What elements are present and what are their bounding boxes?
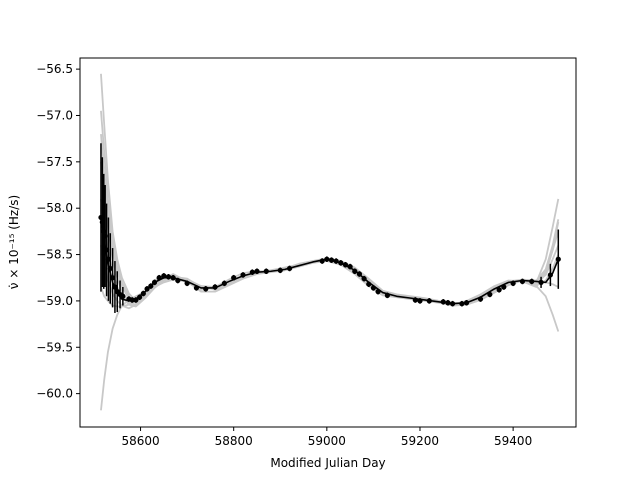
data-point	[555, 256, 561, 262]
data-point	[249, 269, 255, 275]
data-point	[98, 214, 104, 221]
data-point	[496, 287, 502, 293]
data-point	[156, 275, 162, 281]
data-point	[328, 257, 335, 263]
data-point	[203, 286, 209, 292]
data-point	[324, 256, 330, 262]
plot-frame	[79, 57, 577, 428]
data-point	[99, 219, 105, 225]
data-point	[477, 296, 484, 302]
y-axis-ticks: −56.5 −57.0 −57.5 −58.0 −58.5 −59.0 −59.5 −60.0	[36, 62, 80, 401]
data-point	[370, 285, 377, 291]
data-point	[129, 297, 135, 303]
data-point	[529, 278, 535, 285]
data-point	[277, 267, 283, 273]
data-point	[510, 280, 516, 286]
y-tick-label: −58.0	[36, 201, 73, 215]
data-point	[412, 297, 418, 303]
data-point	[459, 301, 465, 307]
data-point	[137, 294, 143, 300]
data-point	[463, 300, 470, 306]
data-point	[361, 276, 367, 282]
data-point	[240, 272, 246, 278]
data-point	[352, 268, 358, 274]
data-point	[165, 274, 172, 280]
data-point	[449, 301, 456, 307]
x-tick-label: 59200	[401, 434, 439, 448]
y-tick-label: −59.5	[36, 340, 73, 354]
y-tick-label: −58.5	[36, 248, 73, 262]
data-point	[133, 297, 139, 303]
data-point	[231, 275, 237, 281]
data-point	[103, 247, 110, 253]
data-point	[356, 271, 363, 277]
data-point	[101, 228, 107, 234]
data-point	[445, 300, 451, 306]
x-tick-label: 59000	[308, 434, 346, 448]
data-point	[212, 284, 218, 290]
y-tick-label: −59.0	[36, 294, 73, 308]
y-tick-label: −57.5	[36, 155, 73, 169]
data-point	[417, 298, 423, 304]
y-tick-label: −60.0	[36, 387, 73, 401]
y-tick-label: −56.5	[36, 62, 73, 76]
data-point	[366, 281, 372, 287]
data-point	[263, 268, 269, 274]
data-point	[338, 260, 344, 266]
data-point	[170, 275, 176, 281]
data-point	[538, 279, 544, 285]
data-point	[107, 265, 113, 272]
data-point	[375, 289, 381, 295]
data-point	[501, 284, 507, 290]
x-tick-label: 59400	[494, 434, 532, 448]
y-axis-label: ν̇ × 10⁻¹⁵ (Hz/s)	[7, 195, 21, 289]
data-point	[487, 291, 493, 298]
data-point	[426, 298, 432, 304]
data-point	[333, 258, 339, 264]
data-point	[148, 283, 154, 289]
measurement-points-layer	[98, 214, 561, 307]
data-point	[184, 280, 190, 286]
y-tick-label: −57.0	[36, 108, 73, 122]
data-point	[384, 292, 390, 298]
data-point	[440, 299, 446, 305]
data-point	[221, 280, 227, 286]
data-point	[342, 262, 349, 268]
data-point	[140, 290, 146, 297]
data-point	[547, 272, 553, 278]
data-point	[319, 258, 325, 264]
data-point	[175, 277, 181, 284]
data-point	[102, 233, 108, 239]
data-point	[105, 256, 112, 262]
data-point	[151, 279, 158, 285]
x-axis-label: Modified Julian Day	[270, 456, 385, 470]
data-point	[110, 275, 116, 281]
data-point	[112, 284, 118, 290]
data-point	[519, 278, 526, 285]
x-axis-ticks: 58600 58800 59000 59200 59400	[121, 427, 532, 448]
x-tick-label: 58800	[215, 434, 253, 448]
data-point	[144, 286, 150, 292]
data-point	[193, 285, 200, 291]
data-point	[254, 268, 260, 274]
data-point	[161, 273, 167, 279]
data-point	[120, 293, 126, 299]
x-tick-label: 58600	[121, 434, 159, 448]
data-point	[347, 264, 353, 270]
data-point	[286, 265, 293, 272]
